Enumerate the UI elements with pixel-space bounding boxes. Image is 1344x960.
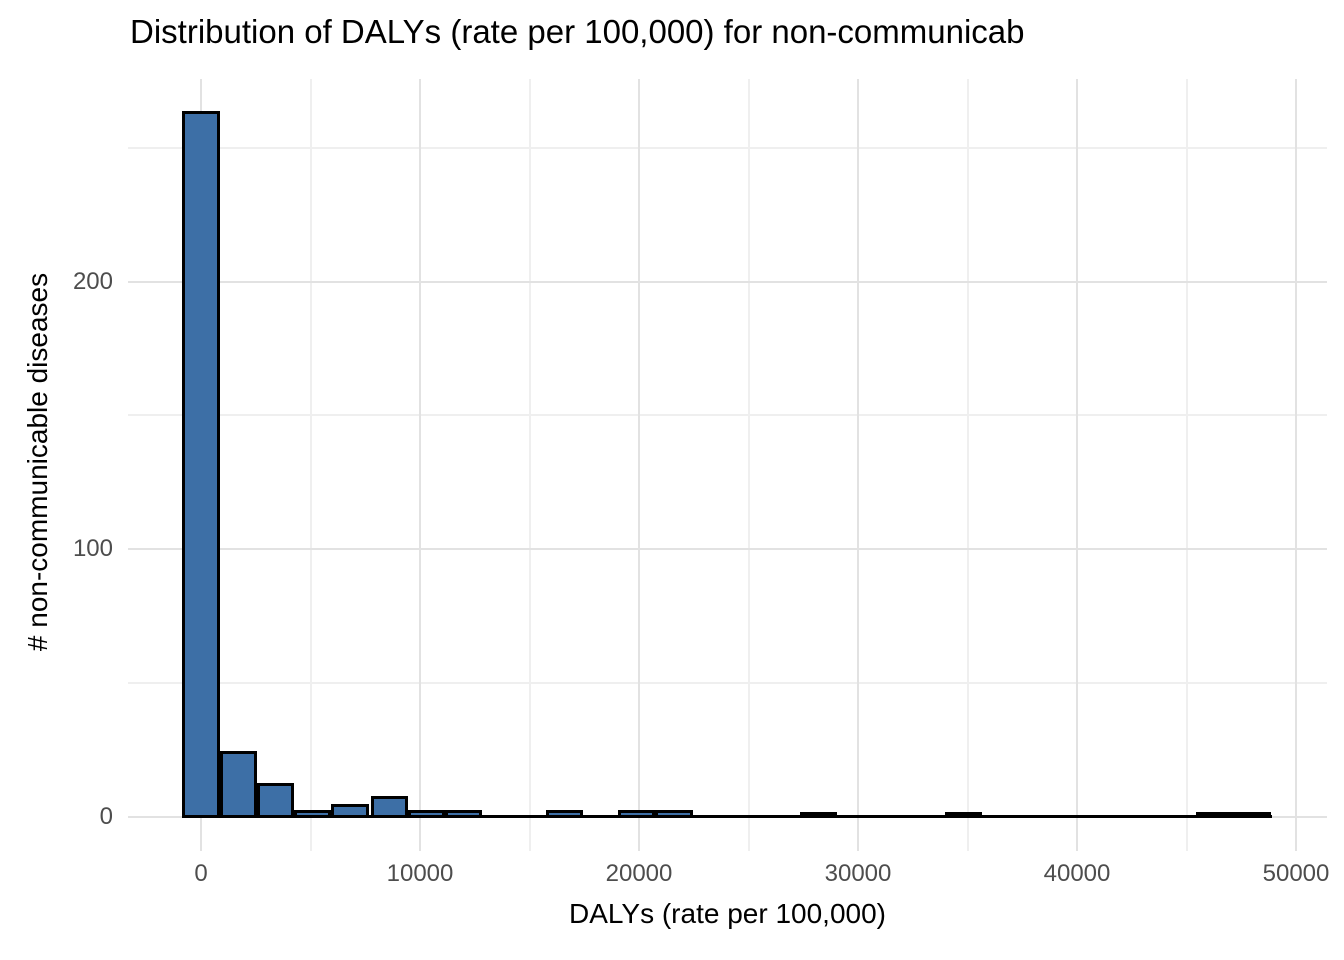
x-major-gridline: [857, 79, 859, 851]
x-minor-gridline: [747, 79, 750, 851]
y-major-gridline: [128, 548, 1327, 550]
histogram-bar: [799, 812, 838, 819]
x-major-gridline: [1076, 79, 1078, 851]
x-tick-label: 50000: [1262, 860, 1330, 887]
x-major-gridline: [638, 79, 640, 851]
y-tick-label: 0: [99, 802, 113, 830]
y-minor-gridline: [128, 414, 1327, 417]
histogram-bar: [545, 809, 584, 818]
histogram-bar: [445, 809, 483, 818]
y-minor-gridline: [128, 681, 1327, 684]
x-axis-label: DALYs (rate per 100,000): [569, 898, 886, 929]
histogram-bar: [331, 804, 369, 818]
histogram-bar: [370, 796, 408, 818]
chart-title: Distribution of DALYs (rate per 100,000)…: [130, 13, 1025, 50]
x-minor-gridline: [966, 79, 969, 851]
histogram-bar: [219, 750, 257, 818]
x-minor-gridline: [1185, 79, 1188, 851]
histogram-bar: [1233, 812, 1271, 819]
y-major-gridline: [128, 280, 1327, 283]
histogram-bar: [294, 809, 332, 818]
x-minor-gridline: [309, 79, 312, 851]
histogram-bar: [182, 111, 220, 818]
histogram-bar: [655, 809, 693, 818]
histogram-bar: [944, 812, 982, 819]
y-tick-label: 200: [72, 267, 113, 295]
x-tick-label: 0: [194, 860, 208, 887]
histogram-bar: [407, 809, 446, 818]
plot-panel: [128, 79, 1327, 851]
x-tick-label: 40000: [1043, 860, 1111, 887]
x-tick-label: 20000: [605, 860, 673, 887]
x-minor-gridline: [528, 79, 531, 851]
y-minor-gridline: [128, 146, 1327, 149]
x-tick-label: 10000: [386, 860, 454, 887]
y-axis-label: # non-communicable diseases: [22, 272, 53, 652]
x-major-gridline: [419, 79, 421, 851]
zero-count-bins-line: [182, 815, 1272, 818]
histogram-bar: [618, 809, 656, 818]
x-major-gridline: [1295, 79, 1297, 851]
y-tick-label: 100: [72, 535, 113, 562]
histogram-bar: [256, 782, 295, 818]
histogram-bar: [1196, 812, 1234, 819]
x-tick-label: 30000: [824, 860, 892, 887]
